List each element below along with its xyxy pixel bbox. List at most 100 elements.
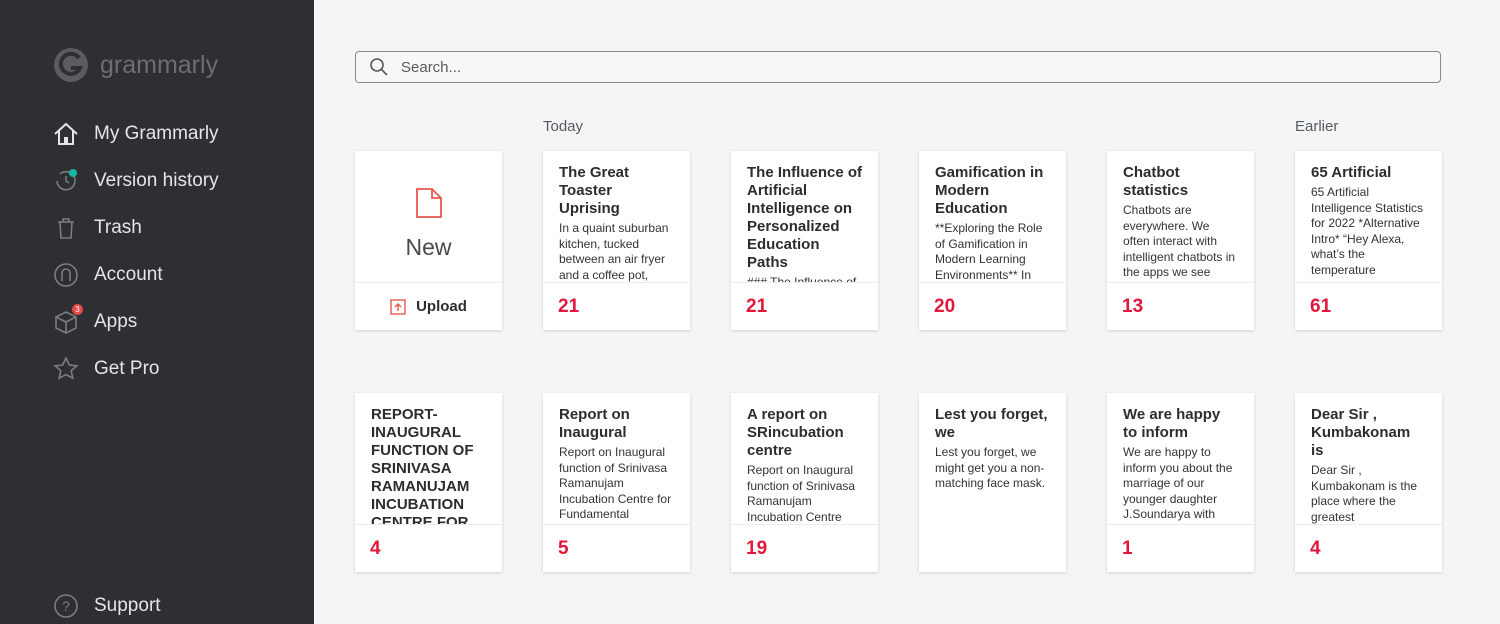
card-preview: Lest you forget, we might get you a non-… [935, 445, 1046, 491]
nav-label: Trash [94, 217, 142, 238]
document-card[interactable]: Chatbot statistics Chatbots are everywher… [1107, 151, 1254, 330]
search-box[interactable]: Search... [355, 51, 1441, 83]
card-body: 65 Artificial 65 Artificial Intelligence … [1295, 151, 1442, 282]
document-card[interactable]: We are happy to inform We are happy to in… [1107, 393, 1254, 572]
card-title: The Influence of Artificial Intelligence… [747, 164, 863, 271]
search-placeholder: Search... [401, 58, 462, 76]
card-title: Report on Inaugural [559, 406, 630, 441]
card-title: 65 Artificial [1311, 164, 1392, 181]
logo-icon [54, 48, 88, 82]
nav-item[interactable]: Account [52, 261, 163, 289]
nav-item[interactable]: My Grammarly [52, 120, 219, 148]
card-body: A report on SRincubation centre Report on… [731, 393, 878, 524]
nav-item[interactable]: 3 Apps [52, 304, 138, 336]
section-label: Today [543, 118, 584, 135]
card-body: Dear Sir , Kumbakonam is Dear Sir , Kumba… [1295, 393, 1442, 524]
card-title: Dear Sir , Kumbakonam is [1311, 406, 1411, 459]
card-footer: 4 [1295, 524, 1442, 572]
card-body: Lest you forget, we Lest you forget, we m… [919, 393, 1066, 524]
nav-item[interactable]: Trash [52, 214, 142, 242]
nav-icon [58, 218, 74, 239]
upload-button[interactable]: Upload [355, 282, 502, 330]
card-title: We are happy to inform [1123, 406, 1221, 441]
card-preview: Chatbots are everywhere. We often intera… [1123, 203, 1236, 280]
issue-count: 19 [746, 537, 768, 559]
card-title: REPORT-INAUGURAL FUNCTION OF SRINIVASA R… [371, 406, 474, 524]
nav-label: Apps [94, 311, 138, 332]
nav-item[interactable]: Get Pro [52, 355, 159, 383]
card-preview: 65 Artificial Intelligence Statistics fo… [1311, 185, 1424, 277]
nav-label: Get Pro [94, 358, 160, 379]
card-footer: 61 [1295, 282, 1442, 330]
card-body: We are happy to inform We are happy to in… [1107, 393, 1254, 524]
support-link[interactable]: ? Support [52, 592, 161, 620]
issue-count: 5 [558, 537, 569, 559]
document-card[interactable]: 65 Artificial 65 Artificial Intelligence … [1295, 151, 1442, 330]
upload-label: Upload [416, 298, 467, 315]
section-label: Earlier [1295, 118, 1339, 135]
issue-count: 20 [934, 295, 956, 317]
issue-count: 1 [1122, 537, 1133, 559]
search-icon [370, 58, 388, 76]
card-body: Gamification in Modern Education **Explor… [919, 151, 1066, 282]
support-icon: ? [54, 594, 78, 618]
upload-icon [390, 298, 406, 315]
card-preview: ### The Influence of [747, 275, 857, 282]
nav-badge: 3 [72, 304, 83, 315]
card-footer: 21 [731, 282, 878, 330]
document-card[interactable]: Dear Sir , Kumbakonam is Dear Sir , Kumba… [1295, 393, 1442, 572]
document-card[interactable]: A report on SRincubation centre Report on… [731, 393, 878, 572]
card-body: The Influence of Artificial Intelligence… [731, 151, 878, 282]
card-preview: Report on Inaugural function of Srinivas… [559, 445, 672, 522]
nav-item[interactable]: Version history [52, 167, 219, 195]
svg-text:?: ? [62, 598, 70, 614]
card-title: A report on SRincubation centre [747, 406, 844, 459]
document-card[interactable]: The Great Toaster Uprising In a quaint su… [543, 151, 690, 330]
card-title: Gamification in Modern Education [935, 164, 1044, 217]
issue-count: 4 [370, 537, 381, 559]
card-footer: 13 [1107, 282, 1254, 330]
card-footer: 1 [1107, 524, 1254, 572]
document-card[interactable]: The Influence of Artificial Intelligence… [731, 151, 878, 330]
card-body: Chatbot statistics Chatbots are everywher… [1107, 151, 1254, 282]
new-icon [415, 188, 442, 218]
card-body: The Great Toaster Uprising In a quaint su… [543, 151, 690, 282]
card-title: The Great Toaster Uprising [559, 164, 630, 217]
issue-count: 4 [1310, 537, 1321, 559]
card-preview: Report on Inaugural function of Srinivas… [747, 463, 856, 524]
document-card[interactable]: Gamification in Modern Education **Explor… [919, 151, 1066, 330]
nav-label: Account [94, 264, 163, 285]
issue-count: 21 [558, 295, 580, 317]
support-label: Support [94, 595, 161, 616]
card-footer: 21 [543, 282, 690, 330]
card-footer: 20 [919, 282, 1066, 330]
nav-label: Version history [94, 170, 219, 191]
issue-count: 13 [1122, 295, 1144, 317]
logo-text: grammarly [100, 50, 219, 79]
document-card[interactable]: REPORT-INAUGURAL FUNCTION OF SRINIVASA R… [355, 393, 502, 572]
card-footer: 5 [543, 524, 690, 572]
card-preview: We are happy to inform you about the mar… [1123, 445, 1233, 522]
new-card[interactable]: New Upload [355, 151, 502, 330]
card-title: Chatbot statistics [1123, 164, 1189, 199]
nav-label: My Grammarly [94, 123, 219, 144]
sidebar: grammarly My Grammarly Version history Tra… [0, 0, 314, 624]
nav-icon [55, 311, 77, 334]
issue-count: 61 [1310, 295, 1332, 317]
card-preview: In a quaint suburban kitchen, tucked bet… [559, 221, 669, 282]
card-body: REPORT-INAUGURAL FUNCTION OF SRINIVASA R… [355, 393, 502, 524]
logo[interactable]: grammarly [52, 46, 218, 84]
new-area[interactable]: New [355, 151, 502, 282]
card-footer: 19 [731, 524, 878, 572]
nav-icon [53, 356, 79, 380]
nav-icon [54, 263, 78, 287]
card-body: Report on Inaugural Report on Inaugural f… [543, 393, 690, 524]
document-card[interactable]: Report on Inaugural Report on Inaugural f… [543, 393, 690, 572]
card-preview: **Exploring the Role of Gamification in … [935, 221, 1043, 282]
card-preview: Dear Sir , Kumbakonam is the place where… [1311, 463, 1418, 524]
document-card[interactable]: Lest you forget, we Lest you forget, we m… [919, 393, 1066, 572]
card-title: Lest you forget, we [935, 406, 1048, 441]
nav-icon [56, 169, 77, 191]
